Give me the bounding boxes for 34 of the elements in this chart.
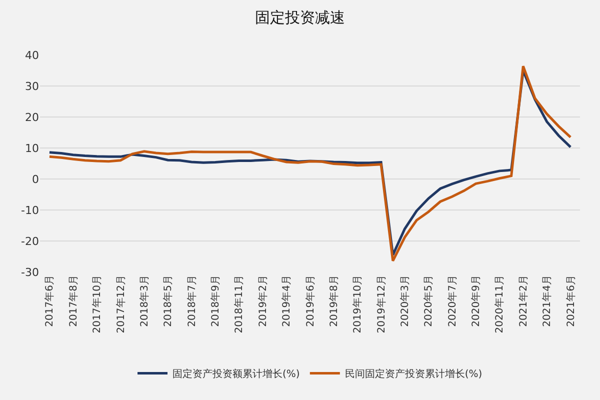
x-tick-label: 2018年7月: [186, 275, 198, 327]
y-tick-label: -30: [21, 266, 39, 279]
legend-label: 民间固定资产投资累计增长(%): [344, 368, 482, 380]
x-tick-label: 2019年6月: [304, 275, 316, 327]
x-tick-label: 2017年10月: [91, 275, 104, 334]
x-tick-label: 2020年7月: [446, 275, 458, 327]
x-tick-label: 2017年8月: [67, 275, 80, 327]
x-tick-label: 2017年12月: [114, 275, 127, 334]
y-tick-label: -20: [21, 234, 39, 248]
x-tick-label: 2019年10月: [352, 275, 364, 334]
x-tick-label: 2020年5月: [422, 275, 435, 327]
x-tick-label: 2021年4月: [541, 275, 554, 327]
x-tick-label: 2020年3月: [398, 275, 411, 327]
y-tick-label: 30: [25, 80, 39, 93]
x-tick-label: 2019年2月: [256, 275, 269, 327]
x-tick-label: 2019年4月: [280, 275, 293, 327]
y-tick-label: 20: [25, 110, 39, 124]
x-tick-label: 2018年5月: [162, 275, 174, 327]
chart-title: 固定投资减速: [255, 8, 345, 26]
x-tick-label: 2018年3月: [138, 275, 150, 327]
x-tick-label: 2019年8月: [328, 275, 340, 327]
legend-label: 固定资产投资额累计增长(%): [172, 368, 300, 380]
x-tick-label: 2021年2月: [517, 275, 530, 327]
y-tick-label: -10: [21, 204, 39, 217]
y-tick-label: 0: [32, 172, 39, 186]
x-tick-label: 2021年6月: [564, 275, 577, 327]
x-tick-label: 2018年11月: [233, 275, 246, 334]
x-tick-label: 2020年11月: [494, 275, 506, 334]
y-tick-label: 40: [25, 48, 39, 62]
x-tick-label: 2018年9月: [210, 275, 222, 327]
x-tick-label: 2020年9月: [470, 275, 482, 327]
x-tick-label: 2019年12月: [375, 275, 388, 334]
y-tick-label: 10: [25, 142, 39, 155]
x-tick-label: 2017年6月: [44, 275, 56, 327]
